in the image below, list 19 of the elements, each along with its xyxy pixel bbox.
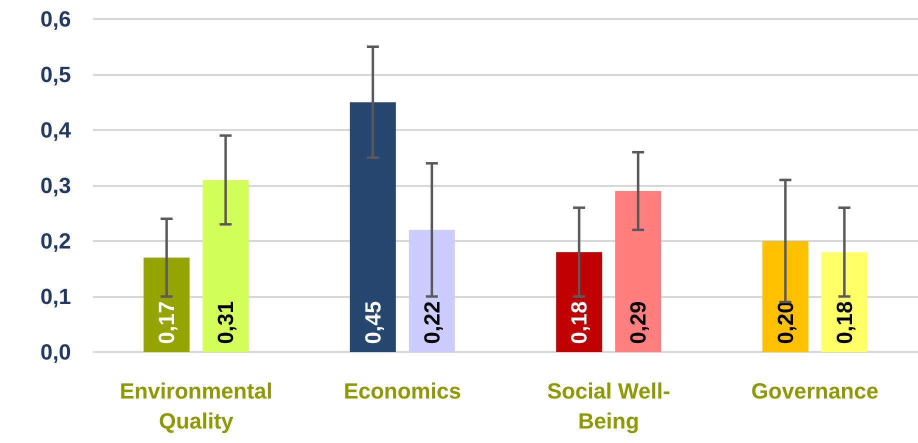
- data-label: 0,17: [154, 301, 180, 344]
- x-tick-label: Governance: [751, 378, 878, 404]
- data-label: 0,29: [626, 301, 651, 344]
- y-tick-label: 0,6: [40, 6, 71, 32]
- x-tick-label: Environmental Quality: [120, 378, 273, 434]
- data-label: 0,45: [360, 301, 386, 344]
- data-label: 0,31: [213, 301, 238, 344]
- data-label: 0,18: [566, 301, 592, 344]
- data-label: 0,20: [772, 301, 798, 344]
- x-tick-label: Social Well-Being: [547, 378, 670, 434]
- y-tick-label: 0,2: [40, 228, 71, 254]
- y-tick-label: 0,4: [40, 118, 72, 142]
- x-tick-label: Economics: [344, 378, 462, 404]
- y-tick-label: 0,3: [40, 173, 71, 198]
- y-tick-label: 0,1: [40, 284, 71, 309]
- data-label: 0,18: [832, 301, 857, 344]
- y-tick-label: 0,0: [40, 340, 71, 364]
- y-tick-label: 0,5: [40, 62, 71, 87]
- data-label: 0,22: [419, 301, 444, 344]
